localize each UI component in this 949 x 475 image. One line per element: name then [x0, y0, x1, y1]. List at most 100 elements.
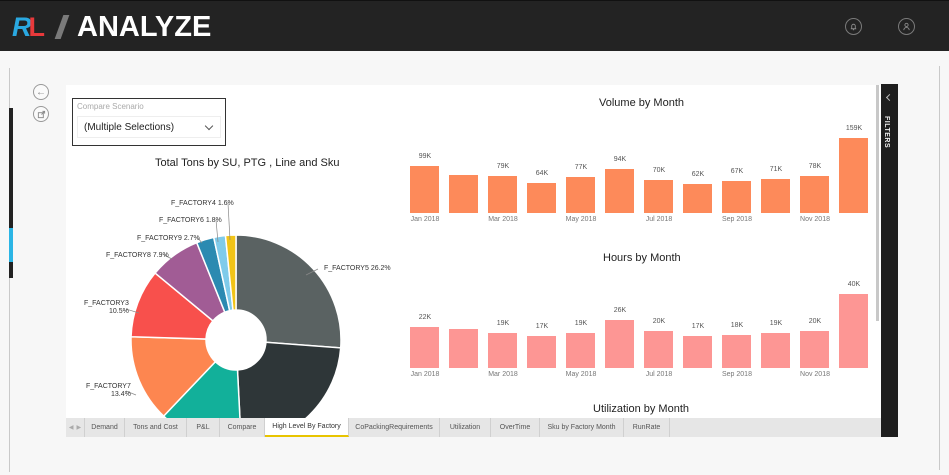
bar-jan-2018[interactable] — [410, 327, 439, 368]
bar-value-label: 71K — [769, 166, 783, 174]
bar-sep-2018[interactable] — [722, 334, 751, 368]
bar-value-label: 22K — [418, 314, 432, 322]
app-header: R L ANALYZE — [0, 0, 949, 51]
bar-dec-2018[interactable] — [839, 293, 868, 368]
frame-border-right — [939, 66, 940, 470]
pie-slice[interactable] — [224, 234, 237, 311]
bar-aug-2018[interactable] — [683, 183, 712, 213]
pie-label-f-factory4: F_FACTORY4 1.6% — [171, 200, 234, 207]
logo-slash — [54, 15, 70, 39]
bell-icon — [850, 23, 857, 31]
bar-value-label: 20K — [652, 317, 666, 325]
bar-jul-2018[interactable] — [644, 330, 673, 368]
pie-slice[interactable] — [130, 335, 217, 418]
app-logo: R L ANALYZE — [12, 10, 212, 43]
bar-oct-2018[interactable] — [761, 179, 790, 213]
tab-demand[interactable]: Demand — [85, 418, 125, 437]
bar-apr-2018[interactable] — [527, 336, 556, 368]
x-axis-label: Jul 2018 — [645, 371, 673, 378]
x-axis-label: Sep 2018 — [722, 216, 752, 223]
x-axis-label: May 2018 — [565, 371, 597, 378]
bar-value-label: 94K — [613, 155, 627, 163]
x-axis-label: Nov 2018 — [800, 371, 830, 378]
bar-feb-2018[interactable] — [449, 175, 478, 213]
popout-button[interactable] — [33, 106, 49, 122]
volume-bar-chart[interactable]: 99K Jan 2018 79K Mar 2018 64K 77K May 2018 94K 7… — [406, 115, 876, 223]
bar-value-label: 79K — [496, 162, 510, 170]
x-axis-label: Mar 2018 — [488, 371, 518, 378]
popout-icon — [37, 110, 45, 118]
bar-may-2018[interactable] — [566, 332, 595, 368]
pie-label-f-factory8: F_FACTORY8 7.9% — [106, 252, 169, 259]
page-scrollbar-thumb[interactable] — [9, 228, 13, 262]
filters-pane-toggle[interactable]: FILTERS — [881, 84, 898, 437]
bar-apr-2018[interactable] — [527, 182, 556, 213]
bar-mar-2018[interactable] — [488, 175, 517, 213]
bar-nov-2018[interactable] — [800, 330, 829, 368]
bar-mar-2018[interactable] — [488, 332, 517, 368]
tab-p-l[interactable]: P&L — [187, 418, 220, 437]
bar-value-label: 19K — [769, 319, 783, 327]
pie-label-f-factory9: F_FACTORY9 2.7% — [137, 235, 200, 242]
bar-may-2018[interactable] — [566, 176, 595, 213]
bar-jun-2018[interactable] — [605, 168, 634, 213]
bar-value-label: 78K — [808, 163, 822, 171]
bar-jul-2018[interactable] — [644, 179, 673, 213]
utilization-chart-title: Utilization by Month — [593, 403, 689, 415]
bar-value-label: 17K — [535, 323, 549, 331]
bar-value-label: 62K — [691, 170, 705, 178]
bar-feb-2018[interactable] — [449, 329, 478, 368]
x-axis-label: Jan 2018 — [410, 216, 440, 223]
bar-value-label: 18K — [730, 321, 744, 329]
tab-prev-icon[interactable]: ◀ — [68, 425, 74, 431]
bar-jun-2018[interactable] — [605, 319, 634, 368]
tab-copackingrequirements[interactable]: CoPackingRequirements — [349, 418, 440, 437]
x-axis-label: May 2018 — [565, 216, 597, 223]
app-title: ANALYZE — [77, 10, 212, 43]
tons-pie-chart[interactable]: F_FACTORY5 26.2% F_FACTORY7 13.4% F_FACTORY… — [66, 185, 396, 418]
back-button[interactable]: ← — [33, 84, 49, 100]
hours-bar-chart[interactable]: 22K Jan 2018 19K Mar 2018 17K 19K May 2018 26K 2… — [406, 270, 876, 378]
tab-compare[interactable]: Compare — [220, 418, 265, 437]
compare-scenario-dropdown[interactable]: (Multiple Selections) — [77, 116, 221, 138]
chevron-left-icon — [885, 93, 894, 102]
arrow-left-icon: ← — [36, 86, 46, 98]
slicer-value: (Multiple Selections) — [84, 121, 175, 133]
compare-scenario-slicer: Compare Scenario (Multiple Selections) — [72, 98, 226, 146]
tab-scroll-buttons[interactable]: ◀ ▶ — [66, 418, 85, 437]
bar-value-label: 77K — [574, 163, 588, 171]
tab-utilization[interactable]: Utilization — [440, 418, 491, 437]
bar-value-label: 67K — [730, 168, 744, 176]
user-profile-button[interactable] — [898, 18, 915, 35]
bar-value-label: 40K — [847, 280, 861, 288]
tab-runrate[interactable]: RunRate — [624, 418, 670, 437]
bar-aug-2018[interactable] — [683, 336, 712, 368]
x-axis-label: Jan 2018 — [410, 371, 440, 378]
page-scrollbar[interactable] — [9, 108, 13, 278]
page-tabs: ◀ ▶ Demand Tons and Cost P&L Compare High Lev… — [66, 418, 881, 437]
bar-value-label: 19K — [496, 319, 510, 327]
notifications-button[interactable] — [845, 18, 862, 35]
report-canvas: Compare Scenario (Multiple Selections) T… — [66, 85, 881, 418]
canvas-scrollbar[interactable] — [876, 85, 879, 321]
pie-slice[interactable] — [236, 341, 342, 418]
pie-label-f-factory3: F_FACTORY3 10.5% — [84, 300, 129, 315]
tab-tons-and-cost[interactable]: Tons and Cost — [125, 418, 187, 437]
tab-next-icon[interactable]: ▶ — [76, 425, 82, 431]
pie-label-f-factory5: F_FACTORY5 26.2% — [324, 265, 391, 272]
bar-jan-2018[interactable] — [410, 166, 439, 213]
pie-chart-svg — [125, 202, 342, 418]
bar-oct-2018[interactable] — [761, 332, 790, 368]
tab-overtime[interactable]: OverTime — [491, 418, 540, 437]
tab-high-level-by-factory[interactable]: High Level By Factory — [265, 418, 349, 437]
pie-slice[interactable] — [235, 234, 342, 349]
logo-l: L — [28, 11, 46, 42]
bar-value-label: 20K — [808, 317, 822, 325]
chevron-down-icon — [204, 121, 214, 130]
tab-sku-by-factory-month[interactable]: Sku by Factory Month — [540, 418, 624, 437]
bar-dec-2018[interactable] — [839, 137, 868, 213]
bar-sep-2018[interactable] — [722, 181, 751, 213]
bar-value-label: 19K — [574, 319, 588, 327]
bar-nov-2018[interactable] — [800, 176, 829, 213]
filters-label: FILTERS — [883, 116, 890, 149]
